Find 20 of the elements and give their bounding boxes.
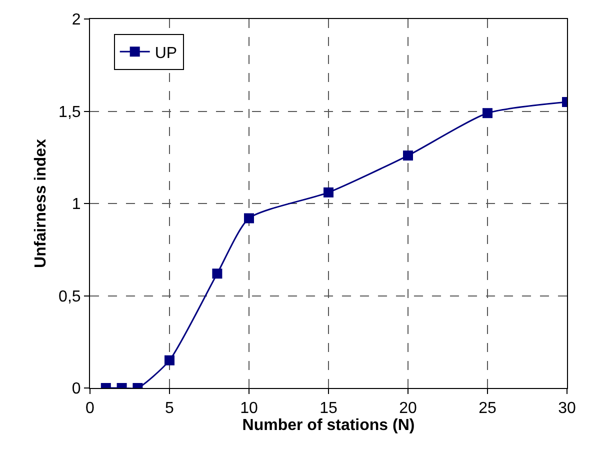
y-axis-title: Unfairness index	[32, 138, 50, 268]
y-tick-label: 0,5	[58, 288, 81, 306]
x-tick-label: 20	[399, 400, 417, 418]
x-tick-label: 15	[320, 400, 338, 418]
y-tick-label: 1	[72, 196, 81, 214]
legend-label: UP	[154, 44, 178, 62]
x-tick-label: 0	[86, 400, 95, 418]
point	[403, 150, 413, 161]
point	[324, 187, 334, 198]
y-tick-label: 1,5	[58, 104, 81, 121]
y-tick-label: 2	[72, 12, 81, 29]
x-tick-label: 10	[240, 400, 258, 418]
x-tick-label: 5	[165, 400, 174, 418]
y-tick-label: 0	[72, 380, 81, 398]
x-tick-label: 25	[478, 400, 496, 418]
x-axis-title: Number of stations (N)	[242, 417, 415, 434]
point	[244, 213, 254, 224]
x-tick-label: 30	[558, 400, 576, 418]
point	[482, 108, 492, 118]
point	[212, 268, 222, 279]
